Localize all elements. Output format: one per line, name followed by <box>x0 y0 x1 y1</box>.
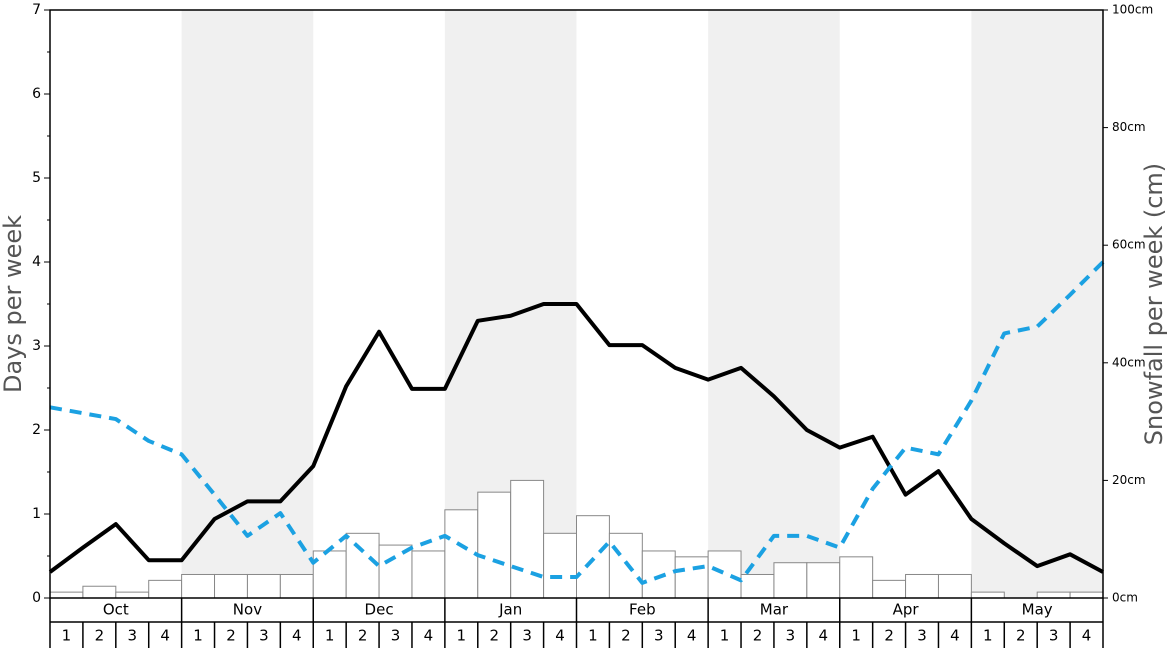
bar <box>411 550 446 599</box>
bar <box>510 479 545 599</box>
bar <box>674 556 709 599</box>
week-label: 4 <box>950 627 960 645</box>
bar <box>773 562 808 599</box>
week-label: 3 <box>391 627 401 645</box>
bar <box>1069 591 1104 599</box>
week-label: 2 <box>226 627 236 645</box>
week-label: 1 <box>983 627 993 645</box>
bar <box>246 573 281 599</box>
y-tick-label: 7 <box>32 2 41 18</box>
y-tick-label: 0 <box>32 590 41 606</box>
bar <box>312 550 347 599</box>
y2-axis-title: Snowfall per week (cm) <box>1140 163 1168 445</box>
bar <box>806 562 841 599</box>
month-band <box>971 10 1103 598</box>
y-tick-label: 3 <box>32 338 41 354</box>
week-label: 3 <box>127 627 137 645</box>
week-label: 4 <box>555 627 565 645</box>
week-label: 2 <box>1016 627 1026 645</box>
bar <box>839 556 874 599</box>
y2-tick-label: 0cm <box>1112 591 1138 605</box>
y-tick-label: 1 <box>32 506 41 522</box>
week-label: 1 <box>851 627 861 645</box>
bar <box>872 579 907 599</box>
week-label: 1 <box>325 627 335 645</box>
bar <box>1036 591 1071 599</box>
week-label: 4 <box>1082 627 1092 645</box>
y2-tick-label: 100cm <box>1112 3 1153 17</box>
month-label: May <box>1022 601 1053 619</box>
week-label: 3 <box>786 627 796 645</box>
bar <box>148 579 183 599</box>
bar <box>345 532 380 599</box>
month-label: Feb <box>629 601 656 619</box>
bar <box>181 573 216 599</box>
bar <box>378 544 413 599</box>
week-label: 1 <box>62 627 72 645</box>
bar <box>641 550 676 599</box>
bar <box>608 532 643 599</box>
month-label: Dec <box>365 601 394 619</box>
week-label: 2 <box>489 627 499 645</box>
y2-tick-label: 80cm <box>1112 120 1146 134</box>
week-label: 1 <box>193 627 203 645</box>
week-label: 2 <box>884 627 894 645</box>
week-label: 2 <box>358 627 368 645</box>
week-label: 3 <box>917 627 927 645</box>
y2-tick-label: 60cm <box>1112 238 1146 252</box>
week-label: 3 <box>522 627 532 645</box>
bar <box>937 573 972 599</box>
bar <box>82 585 117 599</box>
month-band <box>708 10 840 598</box>
week-label: 4 <box>424 627 434 645</box>
bar <box>477 491 512 599</box>
week-label: 4 <box>292 627 302 645</box>
bar <box>279 573 314 599</box>
month-label: Nov <box>233 601 262 619</box>
week-label: 1 <box>457 627 467 645</box>
week-label: 1 <box>588 627 598 645</box>
bar <box>707 550 742 599</box>
line <box>48 302 1104 574</box>
bar <box>49 591 84 599</box>
week-label: 2 <box>753 627 763 645</box>
y2-tick-label: 20cm <box>1112 473 1146 487</box>
month-band <box>181 10 314 598</box>
month-label: Apr <box>893 601 920 619</box>
bar <box>543 532 577 599</box>
week-label: 3 <box>259 627 269 645</box>
bar <box>970 591 1005 599</box>
bar <box>214 573 248 599</box>
week-label: 1 <box>720 627 730 645</box>
bar <box>115 591 150 599</box>
bar <box>740 573 775 599</box>
y-tick-label: 4 <box>32 254 41 270</box>
week-label: 3 <box>654 627 664 645</box>
month-label: Jan <box>498 601 522 619</box>
line <box>49 260 1105 585</box>
week-label: 2 <box>95 627 105 645</box>
week-label: 4 <box>819 627 829 645</box>
y-axis-title: Days per week <box>0 215 27 393</box>
bar <box>576 515 610 599</box>
week-label: 3 <box>1049 627 1059 645</box>
bar <box>444 509 479 599</box>
week-label: 4 <box>687 627 697 645</box>
week-label: 2 <box>621 627 631 645</box>
y-tick-label: 5 <box>32 170 41 186</box>
y2-tick-label: 40cm <box>1112 355 1146 369</box>
y-tick-label: 2 <box>32 422 41 438</box>
month-label: Mar <box>760 601 789 619</box>
y-tick-label: 6 <box>32 86 41 102</box>
month-label: Oct <box>103 601 129 619</box>
bar <box>905 573 939 599</box>
week-label: 4 <box>160 627 170 645</box>
